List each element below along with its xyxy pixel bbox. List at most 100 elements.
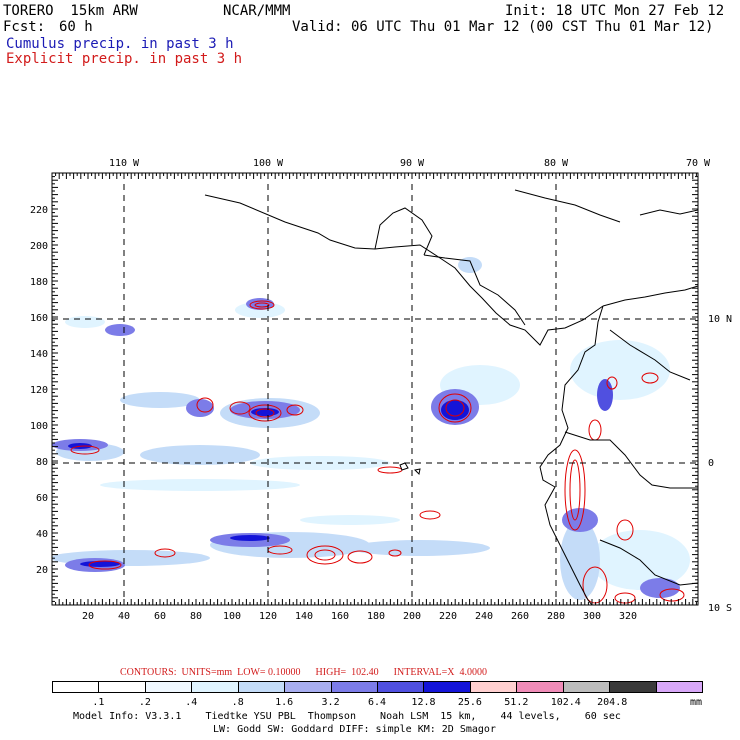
explicit-contour bbox=[641, 372, 659, 384]
x-tick-label: 260 bbox=[511, 611, 529, 622]
colorbar-swatch bbox=[609, 681, 657, 693]
central-america-coast bbox=[204, 194, 604, 346]
explicit-contour bbox=[588, 419, 602, 441]
cumulus-area bbox=[140, 445, 260, 465]
south-america-pacific-coast bbox=[539, 305, 604, 605]
explicit-contour bbox=[569, 459, 581, 521]
x-tick-label: 180 bbox=[367, 611, 385, 622]
explicit-contour bbox=[286, 404, 304, 416]
x-tick-label: 140 bbox=[295, 611, 313, 622]
explicit-contour bbox=[229, 401, 251, 415]
x-tick-label: 20 bbox=[82, 611, 94, 622]
forecast-label: Fcst: bbox=[3, 19, 46, 35]
colorbar-swatch bbox=[469, 681, 518, 693]
cumulus-area bbox=[570, 340, 670, 400]
x-tick-label: 120 bbox=[259, 611, 277, 622]
colorbar-label: 12.8 bbox=[411, 697, 436, 708]
colorbar-swatch bbox=[562, 681, 611, 693]
explicit-contour bbox=[88, 560, 122, 570]
init-time: Init: 18 UTC Mon 27 Feb 12 bbox=[505, 3, 725, 19]
y-tick-label: 180 bbox=[30, 277, 48, 288]
colorbar-label: 51.2 bbox=[504, 697, 529, 708]
colorbar-swatch bbox=[98, 681, 146, 693]
cumulus-area bbox=[186, 399, 214, 417]
graticule bbox=[52, 173, 698, 605]
y-tick-label: 200 bbox=[30, 241, 48, 252]
cumulus-area bbox=[458, 257, 482, 273]
cumulus-area bbox=[120, 392, 200, 408]
cumulus-area bbox=[105, 324, 135, 336]
model-name: TORERO 15km ARW bbox=[3, 3, 138, 19]
colorbar-swatch bbox=[191, 681, 239, 693]
cumulus-area bbox=[350, 540, 490, 556]
explicit-contour bbox=[154, 548, 176, 558]
coastlines bbox=[204, 189, 698, 605]
x-tick-label: 240 bbox=[475, 611, 493, 622]
colorbar-swatch bbox=[655, 681, 703, 693]
longitude-label: 110 W bbox=[109, 158, 140, 169]
latitude-label: 10 N bbox=[708, 314, 732, 325]
axis-ticks bbox=[52, 173, 698, 605]
forecast-hour: 60 h bbox=[59, 19, 93, 35]
field-title-cumulus: Cumulus precip. in past 3 h bbox=[6, 36, 234, 52]
explicit-contour bbox=[306, 545, 344, 565]
colorbar-swatch bbox=[330, 681, 378, 693]
x-tick-label: 300 bbox=[583, 611, 601, 622]
cumulus-area bbox=[80, 561, 120, 567]
y-tick-label: 60 bbox=[36, 493, 48, 504]
country-border bbox=[609, 329, 691, 381]
explicit-precip-contours bbox=[70, 300, 685, 604]
explicit-contour bbox=[70, 445, 100, 455]
cumulus-area bbox=[560, 520, 600, 600]
y-tick-label: 80 bbox=[36, 457, 48, 468]
explicit-contour bbox=[255, 408, 275, 418]
y-tick-label: 160 bbox=[30, 313, 48, 324]
colorbar-label: 102.4 bbox=[550, 697, 581, 708]
cumulus-area bbox=[300, 515, 400, 525]
colorbar-label: 204.8 bbox=[597, 697, 628, 708]
cumulus-area bbox=[441, 400, 469, 420]
longitude-label: 80 W bbox=[544, 158, 569, 169]
explicit-contour bbox=[314, 549, 336, 561]
center-name: NCAR/MMM bbox=[223, 3, 291, 19]
contour-info: CONTOURS: UNITS=mm LOW= 0.10000 HIGH= 10… bbox=[120, 667, 487, 678]
axis-tick-labels: 220 200 180 160 140 120 100 80 60 40 20 20 40 60 80 100… bbox=[30, 158, 732, 622]
latitude-label: 10 S bbox=[708, 603, 732, 614]
explicit-contour bbox=[254, 302, 270, 308]
y-tick-label: 20 bbox=[36, 565, 48, 576]
cumulus-area bbox=[100, 479, 300, 491]
colorbar-label: .8 bbox=[231, 697, 244, 708]
explicit-contour bbox=[445, 399, 465, 417]
y-tick-label: 40 bbox=[36, 529, 48, 540]
cumulus-area bbox=[230, 535, 270, 541]
x-tick-label: 200 bbox=[403, 611, 421, 622]
y-tick-label: 120 bbox=[30, 385, 48, 396]
cuba-coast bbox=[514, 189, 621, 223]
x-tick-label: 40 bbox=[118, 611, 130, 622]
x-tick-label: 320 bbox=[619, 611, 637, 622]
field-title-explicit: Explicit precip. in past 3 h bbox=[6, 51, 243, 67]
y-tick-label: 220 bbox=[30, 205, 48, 216]
explicit-contour bbox=[438, 393, 472, 423]
x-tick-label: 160 bbox=[331, 611, 349, 622]
explicit-contour bbox=[614, 592, 636, 604]
central-america-caribbean-coast bbox=[423, 254, 526, 326]
longitude-label: 70 W bbox=[686, 158, 711, 169]
explicit-contour bbox=[564, 449, 586, 531]
cumulus-area bbox=[562, 508, 598, 532]
x-tick-label: 280 bbox=[547, 611, 565, 622]
x-tick-label: 80 bbox=[190, 611, 202, 622]
explicit-contour bbox=[249, 300, 275, 310]
colorbar-label: 1.6 bbox=[275, 697, 294, 708]
colorbar-swatch bbox=[52, 681, 100, 693]
explicit-contour bbox=[582, 566, 608, 604]
andes-boundary bbox=[564, 431, 698, 489]
x-tick-label: 60 bbox=[154, 611, 166, 622]
colorbar-swatch bbox=[423, 681, 471, 693]
island-outline bbox=[413, 468, 421, 476]
x-tick-label: 220 bbox=[439, 611, 457, 622]
cumulus-area bbox=[597, 379, 613, 411]
y-tick-label: 140 bbox=[30, 349, 48, 360]
yucatan-coast bbox=[374, 207, 433, 256]
